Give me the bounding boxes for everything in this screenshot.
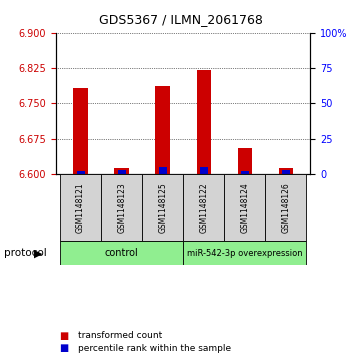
Text: control: control bbox=[105, 248, 139, 258]
Bar bbox=[118, 171, 126, 174]
Text: GDS5367 / ILMN_2061768: GDS5367 / ILMN_2061768 bbox=[99, 13, 262, 26]
Bar bbox=[77, 171, 84, 174]
Text: GSM1148124: GSM1148124 bbox=[240, 183, 249, 233]
Bar bbox=[156, 86, 170, 174]
FancyBboxPatch shape bbox=[101, 174, 142, 241]
Text: percentile rank within the sample: percentile rank within the sample bbox=[78, 344, 231, 353]
FancyBboxPatch shape bbox=[60, 241, 183, 265]
Bar bbox=[200, 167, 208, 174]
Bar bbox=[196, 70, 211, 174]
Bar bbox=[159, 167, 167, 174]
Text: ■: ■ bbox=[60, 343, 69, 354]
Text: GSM1148123: GSM1148123 bbox=[117, 183, 126, 233]
Bar bbox=[282, 171, 290, 174]
FancyBboxPatch shape bbox=[142, 174, 183, 241]
Bar bbox=[241, 171, 249, 174]
Text: transformed count: transformed count bbox=[78, 331, 162, 340]
FancyBboxPatch shape bbox=[183, 241, 306, 265]
FancyBboxPatch shape bbox=[265, 174, 306, 241]
Bar bbox=[238, 148, 252, 174]
FancyBboxPatch shape bbox=[60, 174, 101, 241]
Bar bbox=[73, 88, 88, 174]
Text: GSM1148121: GSM1148121 bbox=[76, 183, 85, 233]
Bar bbox=[114, 168, 129, 174]
Text: GSM1148122: GSM1148122 bbox=[199, 183, 208, 233]
Bar bbox=[279, 168, 293, 174]
FancyBboxPatch shape bbox=[224, 174, 265, 241]
Text: miR-542-3p overexpression: miR-542-3p overexpression bbox=[187, 249, 303, 258]
Text: GSM1148125: GSM1148125 bbox=[158, 183, 167, 233]
Text: protocol: protocol bbox=[4, 248, 46, 258]
Text: ▶: ▶ bbox=[34, 248, 42, 258]
Text: ■: ■ bbox=[60, 331, 69, 341]
Text: GSM1148126: GSM1148126 bbox=[281, 183, 290, 233]
FancyBboxPatch shape bbox=[183, 174, 224, 241]
